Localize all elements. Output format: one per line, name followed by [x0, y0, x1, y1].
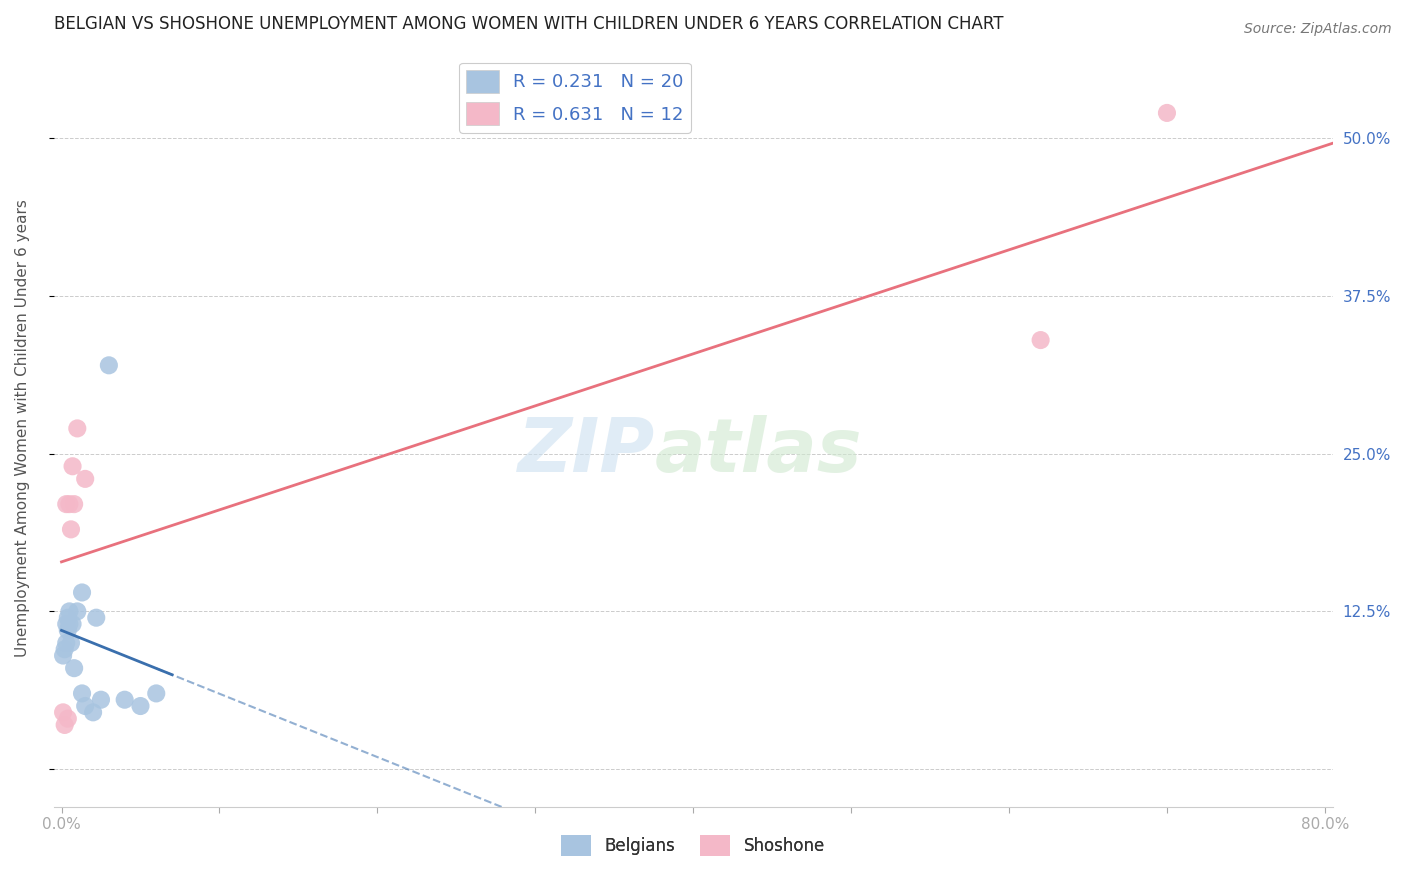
Point — [56, 712, 79, 726]
Legend: Belgians, Shoshone: Belgians, Shoshone — [555, 829, 832, 863]
Point — [75, 699, 97, 714]
Text: BELGIAN VS SHOSHONE UNEMPLOYMENT AMONG WOMEN WITH CHILDREN UNDER 6 YEARS CORRELA: BELGIAN VS SHOSHONE UNEMPLOYMENT AMONG W… — [53, 15, 1002, 33]
Point — [52, 706, 75, 720]
Point — [84, 610, 107, 624]
Point — [75, 472, 97, 486]
Text: Source: ZipAtlas.com: Source: ZipAtlas.com — [1244, 22, 1392, 37]
Point — [55, 497, 77, 511]
Point — [129, 699, 152, 714]
Point — [56, 610, 79, 624]
Point — [66, 421, 89, 435]
Point — [52, 648, 75, 663]
Point — [90, 692, 112, 706]
Text: ZIP: ZIP — [517, 415, 655, 488]
Point — [53, 642, 76, 657]
Point — [53, 718, 76, 732]
Text: atlas: atlas — [655, 415, 862, 488]
Point — [66, 604, 89, 618]
Point — [1029, 333, 1052, 347]
Point — [58, 497, 80, 511]
Point — [82, 706, 104, 720]
Point — [55, 617, 77, 632]
Point — [55, 636, 77, 650]
Point — [145, 686, 167, 700]
Point — [59, 522, 82, 536]
Point — [56, 624, 79, 638]
Point — [62, 459, 84, 474]
Point — [58, 604, 80, 618]
Point — [62, 617, 84, 632]
Point — [70, 686, 93, 700]
Point — [1156, 106, 1178, 120]
Point — [63, 497, 86, 511]
Point — [114, 692, 136, 706]
Point — [70, 585, 93, 599]
Point — [58, 617, 80, 632]
Y-axis label: Unemployment Among Women with Children Under 6 years: Unemployment Among Women with Children U… — [15, 200, 30, 657]
Point — [63, 661, 86, 675]
Point — [59, 636, 82, 650]
Point — [97, 359, 120, 373]
